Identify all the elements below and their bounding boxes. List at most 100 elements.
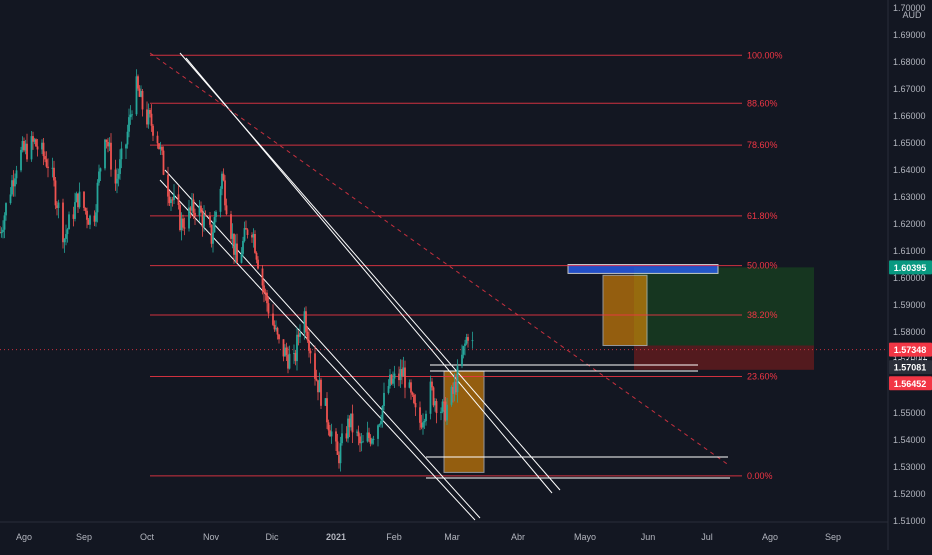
candle-body bbox=[5, 203, 7, 216]
candle-body bbox=[251, 234, 253, 238]
candle-body bbox=[372, 438, 375, 440]
candle-body bbox=[383, 392, 385, 406]
candle-body bbox=[350, 413, 352, 428]
candle-body bbox=[369, 438, 372, 444]
candle-body bbox=[116, 178, 118, 184]
candle-body bbox=[162, 150, 165, 175]
candles-layer bbox=[0, 69, 474, 472]
candle-body bbox=[309, 350, 312, 354]
candle-body bbox=[83, 191, 85, 208]
candle-body bbox=[36, 146, 39, 150]
candle-body bbox=[404, 367, 406, 388]
candle-body bbox=[296, 334, 298, 362]
candle-body bbox=[380, 421, 382, 425]
time-tick-label: Abr bbox=[511, 532, 525, 542]
candle-body bbox=[339, 443, 342, 464]
price-tick-label: 1.69000 bbox=[893, 30, 926, 40]
candle-body bbox=[345, 433, 348, 439]
candle-body bbox=[329, 430, 331, 437]
time-tick-label: Jul bbox=[701, 532, 713, 542]
candle-body bbox=[105, 139, 108, 142]
candle-body bbox=[299, 332, 301, 337]
candle-body bbox=[65, 234, 67, 239]
candle-body bbox=[78, 191, 81, 208]
candle-body bbox=[243, 228, 246, 241]
candle-body bbox=[182, 218, 184, 228]
currency-label[interactable]: AUD bbox=[902, 10, 922, 20]
candle-body bbox=[264, 292, 267, 294]
candle-body bbox=[252, 234, 255, 238]
candle-body bbox=[381, 405, 384, 422]
candle-body bbox=[435, 401, 438, 414]
candle-body bbox=[53, 167, 55, 181]
candle-body bbox=[377, 425, 379, 439]
candle-body bbox=[320, 379, 322, 406]
candle-body bbox=[32, 136, 34, 142]
candle-body bbox=[203, 215, 205, 227]
candle-body bbox=[368, 432, 370, 439]
candle-body bbox=[137, 76, 139, 89]
candle-body bbox=[272, 313, 274, 325]
candle-body bbox=[254, 234, 256, 253]
candle-body bbox=[225, 205, 228, 215]
candle-body bbox=[44, 156, 46, 160]
candle-body bbox=[3, 215, 6, 230]
candle-body bbox=[219, 188, 222, 212]
candle-body bbox=[107, 141, 109, 147]
candle-body bbox=[167, 174, 169, 197]
candle-body bbox=[389, 374, 391, 386]
candle-body bbox=[392, 378, 394, 384]
candle-body bbox=[108, 142, 111, 147]
drawings-layer bbox=[0, 52, 888, 521]
candle-body bbox=[324, 398, 327, 406]
candle-body bbox=[2, 229, 4, 233]
candle-body bbox=[387, 385, 390, 393]
candle-body bbox=[327, 422, 330, 431]
price-tick-label: 1.67000 bbox=[893, 84, 926, 94]
time-tick-label: Ago bbox=[762, 532, 778, 542]
price-tick-label: 1.55000 bbox=[893, 408, 926, 418]
candle-body bbox=[453, 381, 456, 394]
candle-body bbox=[89, 215, 91, 225]
candle-body bbox=[11, 180, 13, 195]
candle-body bbox=[465, 337, 468, 344]
candle-body bbox=[411, 392, 414, 395]
candle-body bbox=[84, 207, 87, 211]
diagonal-trendline bbox=[149, 52, 731, 467]
candle-body bbox=[461, 354, 463, 367]
candle-body bbox=[86, 210, 88, 220]
candle-body bbox=[183, 227, 186, 229]
candle-body bbox=[425, 413, 427, 422]
candle-body bbox=[57, 202, 60, 208]
target-price-badge-bg bbox=[889, 260, 932, 275]
candle-body bbox=[464, 343, 466, 347]
candle-body bbox=[23, 141, 25, 151]
candle-body bbox=[423, 421, 426, 423]
candle-body bbox=[371, 439, 373, 444]
fib-label: 50.00% bbox=[747, 261, 778, 271]
candle-body bbox=[30, 136, 33, 160]
price-tick-label: 1.70000 bbox=[893, 3, 926, 13]
candle-body bbox=[240, 253, 243, 263]
candle-body bbox=[209, 215, 211, 225]
candle-body bbox=[462, 346, 465, 355]
time-axis[interactable]: Ago Sep Oct Nov Dic 2021 Feb Mar Abr Mayo Jun Jul Ag… bbox=[16, 532, 841, 542]
candle-body bbox=[314, 353, 316, 379]
candle-body bbox=[110, 142, 112, 170]
candle-body bbox=[261, 268, 264, 286]
candle-body bbox=[87, 219, 90, 225]
candle-body bbox=[242, 240, 244, 254]
candle-body bbox=[24, 143, 27, 151]
candle-body bbox=[42, 142, 45, 157]
candle-body bbox=[75, 193, 78, 203]
candle-body bbox=[282, 339, 285, 357]
candle-body bbox=[63, 238, 66, 243]
candle-body bbox=[255, 252, 258, 260]
candle-body bbox=[356, 431, 358, 433]
candle-body bbox=[189, 207, 192, 211]
candle-body bbox=[15, 170, 18, 179]
candle-body bbox=[120, 148, 123, 160]
